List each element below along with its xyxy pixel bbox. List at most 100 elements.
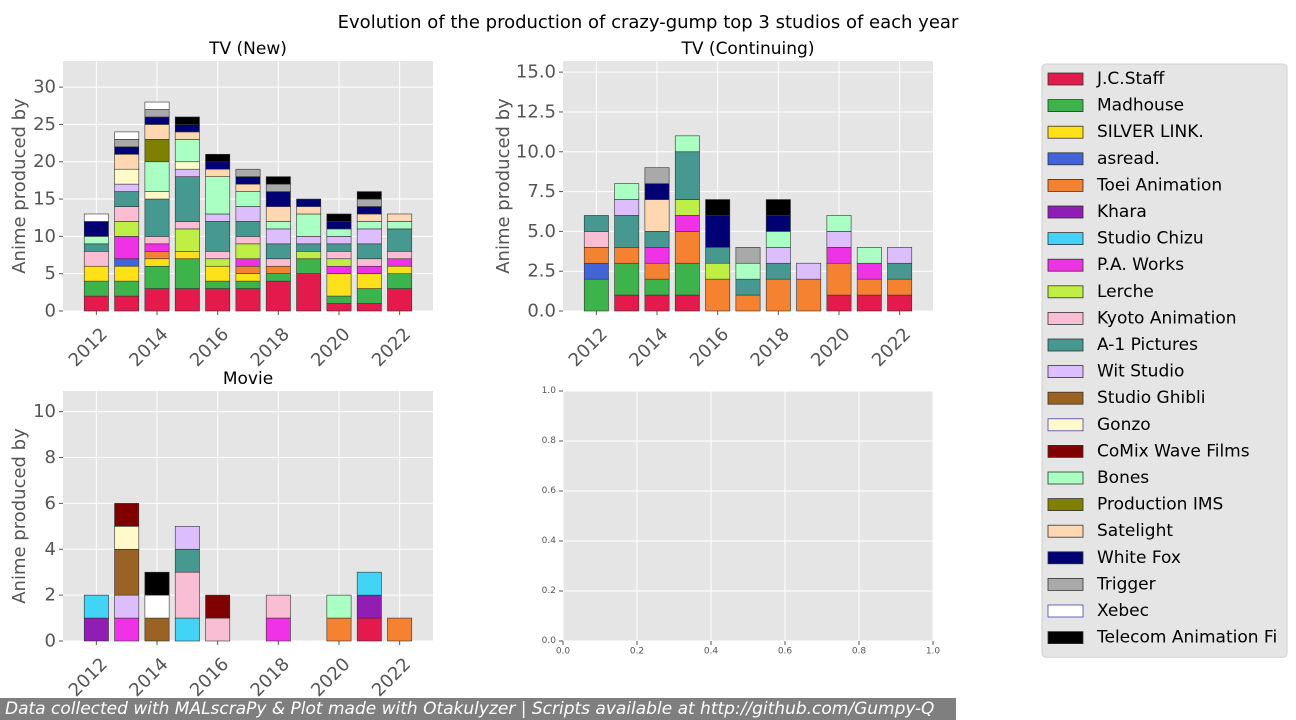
- x-tick-label: 2016: [186, 324, 233, 371]
- legend-entry: White Fox: [1047, 548, 1181, 568]
- legend-entry: SILVER LINK.: [1047, 122, 1204, 142]
- y-axis-label: Anime produced by: [493, 98, 514, 274]
- legend: J.C.Staff Madhouse SILVER LINK. asread. Toei…: [1041, 63, 1288, 658]
- bar-segment: [114, 221, 140, 237]
- bar-segment: [356, 265, 382, 274]
- x-tick-label: 2018: [247, 654, 294, 701]
- bar-segment: [114, 236, 140, 260]
- bar-segment: [387, 213, 413, 222]
- bar-segment: [114, 503, 140, 527]
- legend-label: A-1 Pictures: [1097, 335, 1198, 355]
- footer-credit: Data collected with MALscraPy & Plot mad…: [0, 698, 956, 720]
- y-tick-label: 15.0: [516, 62, 556, 83]
- bar-segment: [174, 221, 200, 230]
- bar-segment: [144, 139, 170, 163]
- legend-entry: Kyoto Animation: [1047, 308, 1237, 328]
- y-axis-label: Anime produced by: [9, 98, 30, 274]
- bar-segment: [735, 262, 761, 280]
- bar-segment: [265, 221, 291, 230]
- x-tick-label: 0.2: [630, 647, 644, 657]
- bar-segment: [174, 250, 200, 260]
- legend-entry: A-1 Pictures: [1047, 335, 1198, 355]
- bar-segment: [765, 215, 791, 232]
- bar-segment: [83, 265, 109, 282]
- bar-segment: [735, 278, 761, 296]
- bar-segment: [174, 288, 200, 312]
- x-tick-label: 2020: [307, 324, 354, 371]
- bar-segment: [205, 153, 231, 163]
- bar-segment: [356, 206, 382, 215]
- legend-entry: Production IMS: [1047, 495, 1223, 515]
- y-tick-label: 0: [45, 301, 56, 322]
- bar-segment: [174, 228, 200, 252]
- y-tick-label: 10.0: [516, 141, 556, 162]
- chart-panel-2: 0.0 2.5 5.0 7.5 10.0 12.5 15.0 2012 2014 2016 2018…: [493, 39, 933, 371]
- bar-segment: [326, 594, 352, 619]
- bar-segment: [235, 243, 261, 260]
- x-tick-label: 2012: [65, 324, 112, 371]
- bar-segment: [174, 161, 200, 170]
- bar-segment: [296, 250, 322, 260]
- bar-segment: [326, 617, 352, 642]
- x-tick-label: 2022: [368, 324, 415, 371]
- legend-swatch: [1047, 338, 1084, 352]
- legend-swatch: [1047, 311, 1084, 325]
- bar-segment: [356, 198, 382, 207]
- legend-entry: Telecom Animation Fi: [1047, 628, 1277, 648]
- legend-swatch: [1047, 631, 1084, 644]
- bar-segment: [796, 278, 822, 312]
- bar-segment: [174, 139, 200, 163]
- legend-label: Trigger: [1096, 574, 1156, 594]
- y-tick-label: 2: [45, 585, 56, 606]
- legend-swatch: [1047, 72, 1084, 86]
- bar-segment: [387, 265, 413, 274]
- bar-segment: [705, 199, 731, 216]
- bar-segment: [356, 273, 382, 289]
- bar-segment: [644, 199, 670, 232]
- y-tick-label: 0.0: [527, 301, 556, 322]
- x-tick-label: 2014: [125, 324, 172, 371]
- bar-segment: [356, 243, 382, 260]
- bar-segment: [826, 215, 852, 232]
- bar-segment: [326, 228, 352, 237]
- bar-segment: [674, 151, 700, 200]
- legend-entry: Bones: [1047, 468, 1149, 488]
- bar-segment: [614, 294, 640, 312]
- y-tick-label: 0.0: [542, 636, 557, 646]
- bar-segment: [644, 231, 670, 248]
- x-tick-label: 2014: [125, 654, 172, 701]
- bar-segment: [265, 280, 291, 312]
- bar-segment: [644, 278, 670, 296]
- x-tick-label: 2012: [65, 654, 112, 701]
- legend-entry: Xebec: [1047, 601, 1149, 621]
- bar-segment: [205, 265, 231, 282]
- legend-label: Studio Ghibli: [1097, 388, 1205, 408]
- bar-segment: [356, 221, 382, 230]
- bar-segment: [144, 250, 170, 260]
- legend-entry: J.C.Staff: [1047, 69, 1166, 89]
- legend-label: Wit Studio: [1097, 362, 1184, 382]
- bar-segment: [583, 278, 609, 312]
- bar-segment: [205, 221, 231, 252]
- legend-swatch: [1047, 471, 1084, 485]
- x-tick-label: 2016: [186, 654, 233, 701]
- bar-segment: [674, 262, 700, 296]
- legend-label: Production IMS: [1097, 495, 1223, 515]
- legend-swatch: [1047, 551, 1084, 565]
- bar-segment: [205, 176, 231, 215]
- bar-segment: [83, 280, 109, 297]
- legend-entry: CoMix Wave Films: [1047, 441, 1250, 461]
- bar-segment: [114, 265, 140, 282]
- bar-segment: [174, 548, 200, 573]
- y-tick-label: 4: [45, 539, 56, 560]
- bar-segment: [826, 294, 852, 312]
- bar-segment: [114, 258, 140, 267]
- bar-segment: [265, 617, 291, 642]
- bar-segment: [265, 594, 291, 619]
- bar-segment: [114, 594, 140, 619]
- bar-segment: [674, 215, 700, 232]
- bar-segment: [205, 617, 231, 642]
- bar-segment: [144, 571, 170, 596]
- bar-segment: [326, 265, 352, 274]
- bar-segment: [356, 258, 382, 267]
